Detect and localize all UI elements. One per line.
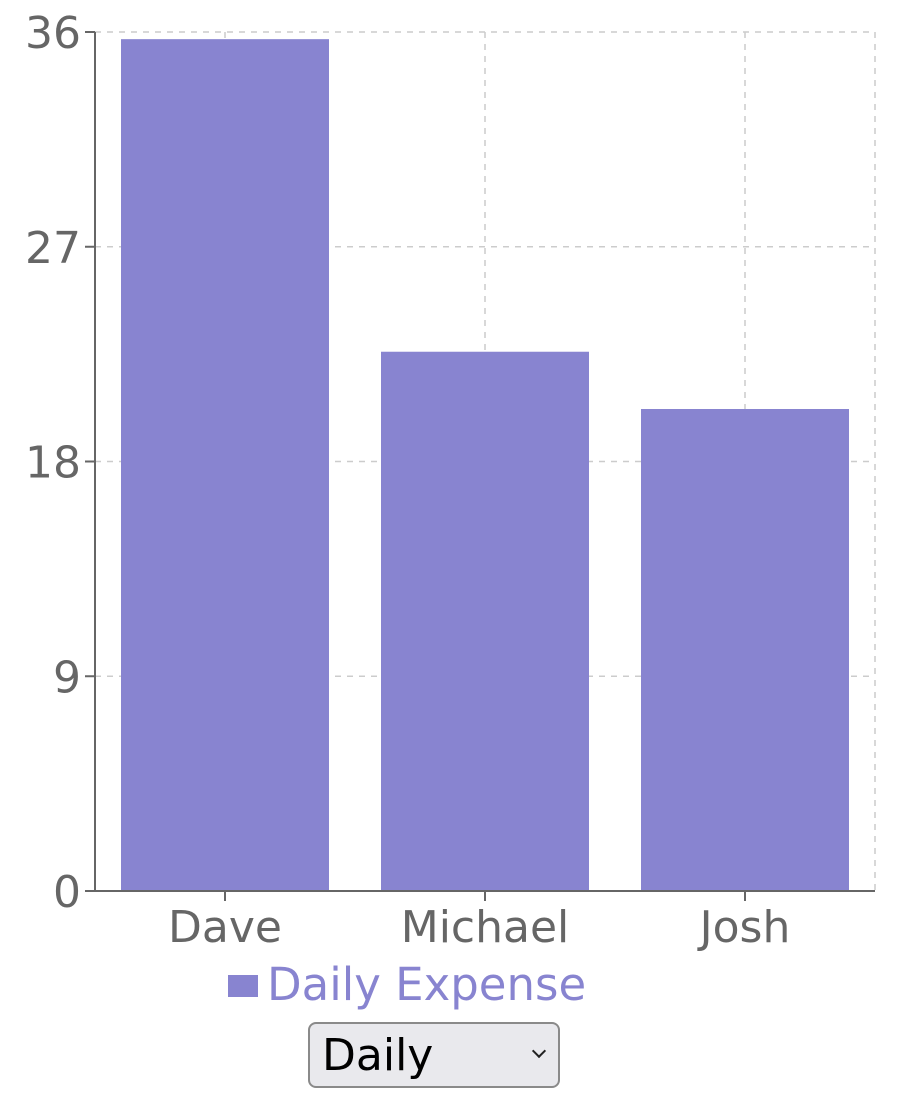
y-axis-ticks: 0 9 18 27 36	[25, 8, 95, 918]
legend-label-daily-expense: Daily Expense	[267, 957, 587, 1011]
chevron-down-icon	[531, 1043, 547, 1059]
x-tick-label-josh: Josh	[697, 902, 791, 953]
bar-dave	[121, 39, 329, 892]
legend-swatch	[228, 975, 258, 997]
y-tick-label: 0	[53, 867, 81, 918]
bar-chart: 0 9 18 27 36 Dave Michael Josh	[25, 8, 876, 953]
y-tick-label: 27	[25, 223, 81, 274]
y-tick-label: 18	[25, 438, 81, 489]
bar-michael	[381, 351, 589, 891]
y-tick-label: 9	[53, 652, 81, 703]
period-select-value: Daily	[322, 1029, 434, 1081]
chart-bars	[121, 39, 849, 892]
bar-josh	[641, 409, 849, 891]
chart-legend: Daily Expense	[228, 952, 586, 1016]
x-tick-label-dave: Dave	[168, 902, 282, 953]
x-axis-ticks: Dave Michael Josh	[168, 891, 790, 953]
period-select[interactable]: Daily	[308, 1022, 560, 1088]
x-tick-label-michael: Michael	[401, 902, 570, 953]
y-tick-label: 36	[25, 8, 81, 59]
